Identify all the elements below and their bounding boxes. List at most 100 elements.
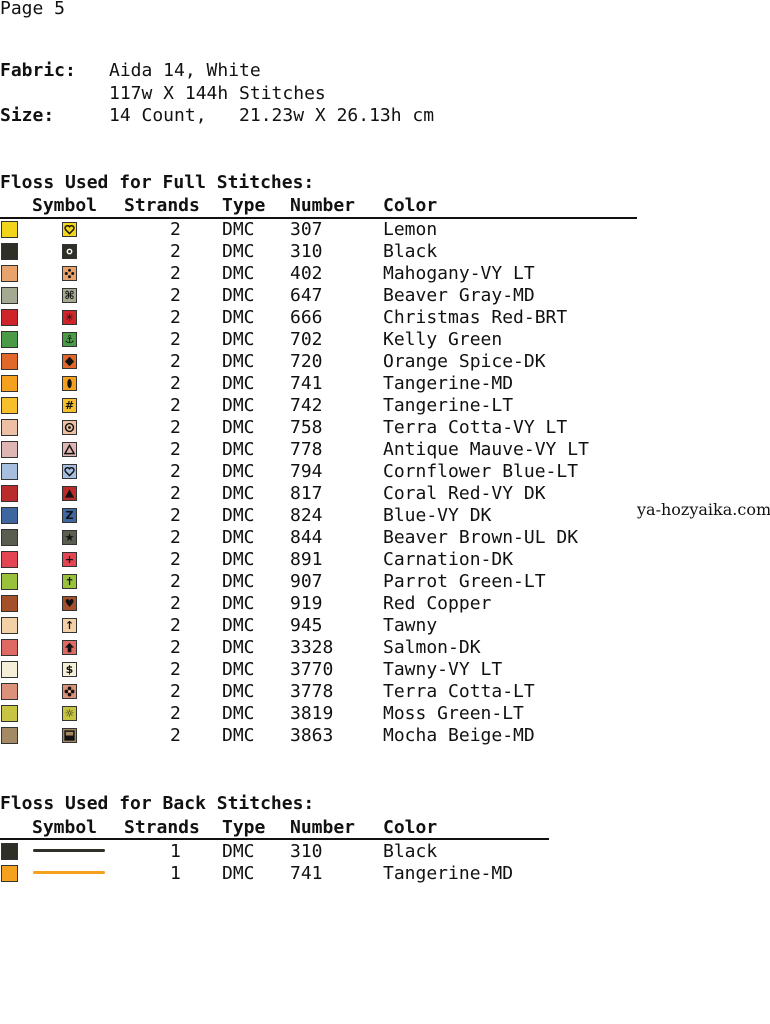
type-cell: DMC — [222, 351, 255, 372]
color-name-cell: Carnation-DK — [383, 549, 514, 570]
symbol-anchor-icon: ⚓ — [62, 332, 77, 347]
strands-cell: 2 — [170, 483, 181, 504]
color-swatch — [1, 309, 18, 326]
color-name-cell: Mocha Beige-MD — [383, 725, 535, 746]
number-cell: 647 — [290, 285, 323, 306]
cross-icon: ✝ — [64, 575, 75, 588]
strands-cell: 2 — [170, 417, 181, 438]
type-cell: DMC — [222, 659, 255, 680]
type-cell: DMC — [222, 863, 255, 884]
symbol-triangle-outline-icon — [62, 442, 77, 457]
type-cell: DMC — [222, 725, 255, 746]
strands-cell: 2 — [170, 549, 181, 570]
strands-cell: 2 — [170, 681, 181, 702]
type-cell: DMC — [222, 681, 255, 702]
type-cell: DMC — [222, 571, 255, 592]
color-name-cell: Lemon — [383, 219, 438, 240]
small-circle-icon — [66, 248, 73, 255]
number-cell: 741 — [290, 863, 323, 884]
type-cell: DMC — [222, 373, 255, 394]
type-cell: DMC — [222, 285, 255, 306]
color-swatch — [1, 507, 18, 524]
symbol-heart-outline-icon — [62, 464, 77, 479]
color-swatch — [1, 331, 18, 348]
column-header-strands: Strands — [124, 195, 200, 216]
color-swatch — [1, 265, 18, 282]
number-cell: 702 — [290, 329, 323, 350]
watermark: ya-hozyaika.com — [637, 500, 770, 519]
column-header-color: Color — [383, 195, 438, 216]
color-swatch — [1, 419, 18, 436]
back-stitches-divider — [0, 838, 549, 840]
number-cell: 907 — [290, 571, 323, 592]
strands-cell: 2 — [170, 637, 181, 658]
color-name-cell: Coral Red-VY DK — [383, 483, 546, 504]
full-stitches-title: Floss Used for Full Stitches: — [0, 172, 315, 193]
backstitch-line-sample — [33, 849, 105, 852]
number-cell: 741 — [290, 373, 323, 394]
triangle-outline-icon — [64, 444, 75, 455]
symbol-plus-icon: + — [62, 552, 77, 567]
number-cell: 666 — [290, 307, 323, 328]
color-name-cell: Moss Green-LT — [383, 703, 524, 724]
type-cell: DMC — [222, 417, 255, 438]
type-cell: DMC — [222, 219, 255, 240]
symbol-arrow-up-icon: ↑ — [62, 618, 77, 633]
arrow-up-icon: ↑ — [64, 619, 75, 632]
symbol-small-circle-icon — [62, 244, 77, 259]
number-cell: 402 — [290, 263, 323, 284]
column-header-strands: Strands — [124, 817, 200, 838]
color-swatch — [1, 551, 18, 568]
type-cell: DMC — [222, 527, 255, 548]
column-header-symbol: Symbol — [32, 195, 98, 216]
symbol-triangle-filled-icon — [62, 486, 77, 501]
color-swatch — [1, 375, 18, 392]
number-cell: 3778 — [290, 681, 334, 702]
symbol-diamond-icon — [62, 354, 77, 369]
symbol-star-icon: ★ — [62, 530, 77, 545]
type-cell: DMC — [222, 637, 255, 658]
fabric-value: Aida 14, White — [109, 60, 261, 81]
symbol-heart-filled-icon: ♥ — [62, 596, 77, 611]
color-name-cell: Parrot Green-LT — [383, 571, 546, 592]
flower-icon — [64, 686, 75, 697]
color-swatch — [1, 353, 18, 370]
ellipse-icon — [67, 378, 72, 389]
color-name-cell: Black — [383, 841, 438, 862]
symbol-heart-outline-icon — [62, 222, 77, 237]
four-dots-icon — [64, 268, 75, 279]
strands-cell: 1 — [170, 863, 181, 884]
color-swatch — [1, 661, 18, 678]
strands-cell: 2 — [170, 241, 181, 262]
backstitch-line-sample — [33, 871, 105, 874]
column-header-number: Number — [290, 195, 356, 216]
type-cell: DMC — [222, 307, 255, 328]
letter-z-icon: Z — [65, 509, 74, 522]
type-cell: DMC — [222, 549, 255, 570]
type-cell: DMC — [222, 241, 255, 262]
color-swatch — [1, 573, 18, 590]
symbol-half-square-icon — [62, 728, 77, 743]
color-swatch — [1, 287, 18, 304]
color-name-cell: Tawny-VY LT — [383, 659, 503, 680]
plus-icon: + — [64, 553, 75, 566]
asterisk-icon: ✳ — [64, 311, 75, 324]
color-swatch — [1, 463, 18, 480]
strands-cell: 2 — [170, 703, 181, 724]
type-cell: DMC — [222, 483, 255, 504]
color-name-cell: Antique Mauve-VY LT — [383, 439, 589, 460]
strands-cell: 2 — [170, 527, 181, 548]
color-name-cell: Tangerine-LT — [383, 395, 514, 416]
number-cell: 720 — [290, 351, 323, 372]
number-cell: 758 — [290, 417, 323, 438]
strands-cell: 2 — [170, 329, 181, 350]
number-cell: 844 — [290, 527, 323, 548]
type-cell: DMC — [222, 841, 255, 862]
size-label: Size: — [0, 105, 55, 126]
strands-cell: 2 — [170, 373, 181, 394]
symbol-command-icon: ⌘ — [62, 288, 77, 303]
color-name-cell: Blue-VY DK — [383, 505, 492, 526]
column-header-type: Type — [222, 817, 266, 838]
strands-cell: 2 — [170, 461, 181, 482]
color-swatch — [1, 617, 18, 634]
